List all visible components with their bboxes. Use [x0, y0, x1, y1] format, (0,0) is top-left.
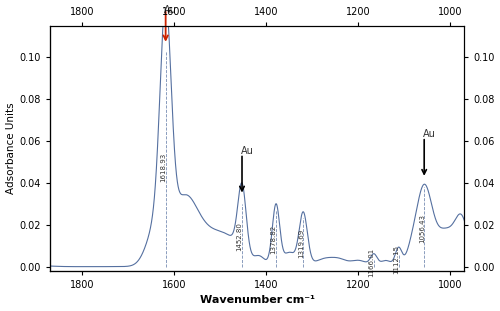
Text: Au: Au	[423, 129, 436, 139]
Text: 1378.82: 1378.82	[270, 225, 276, 254]
Text: 1319.69: 1319.69	[298, 229, 304, 258]
Text: 1056.43: 1056.43	[419, 215, 425, 244]
Text: Au: Au	[164, 5, 176, 15]
Text: 1618.93: 1618.93	[160, 153, 166, 182]
Text: 1452.80: 1452.80	[236, 222, 242, 251]
Text: Au: Au	[240, 146, 254, 156]
Y-axis label: Adsorbance Units: Adsorbance Units	[6, 103, 16, 194]
Text: 1166.01: 1166.01	[368, 247, 374, 276]
X-axis label: Wavenumber cm⁻¹: Wavenumber cm⁻¹	[200, 295, 314, 305]
Text: 1112.15: 1112.15	[394, 245, 400, 274]
